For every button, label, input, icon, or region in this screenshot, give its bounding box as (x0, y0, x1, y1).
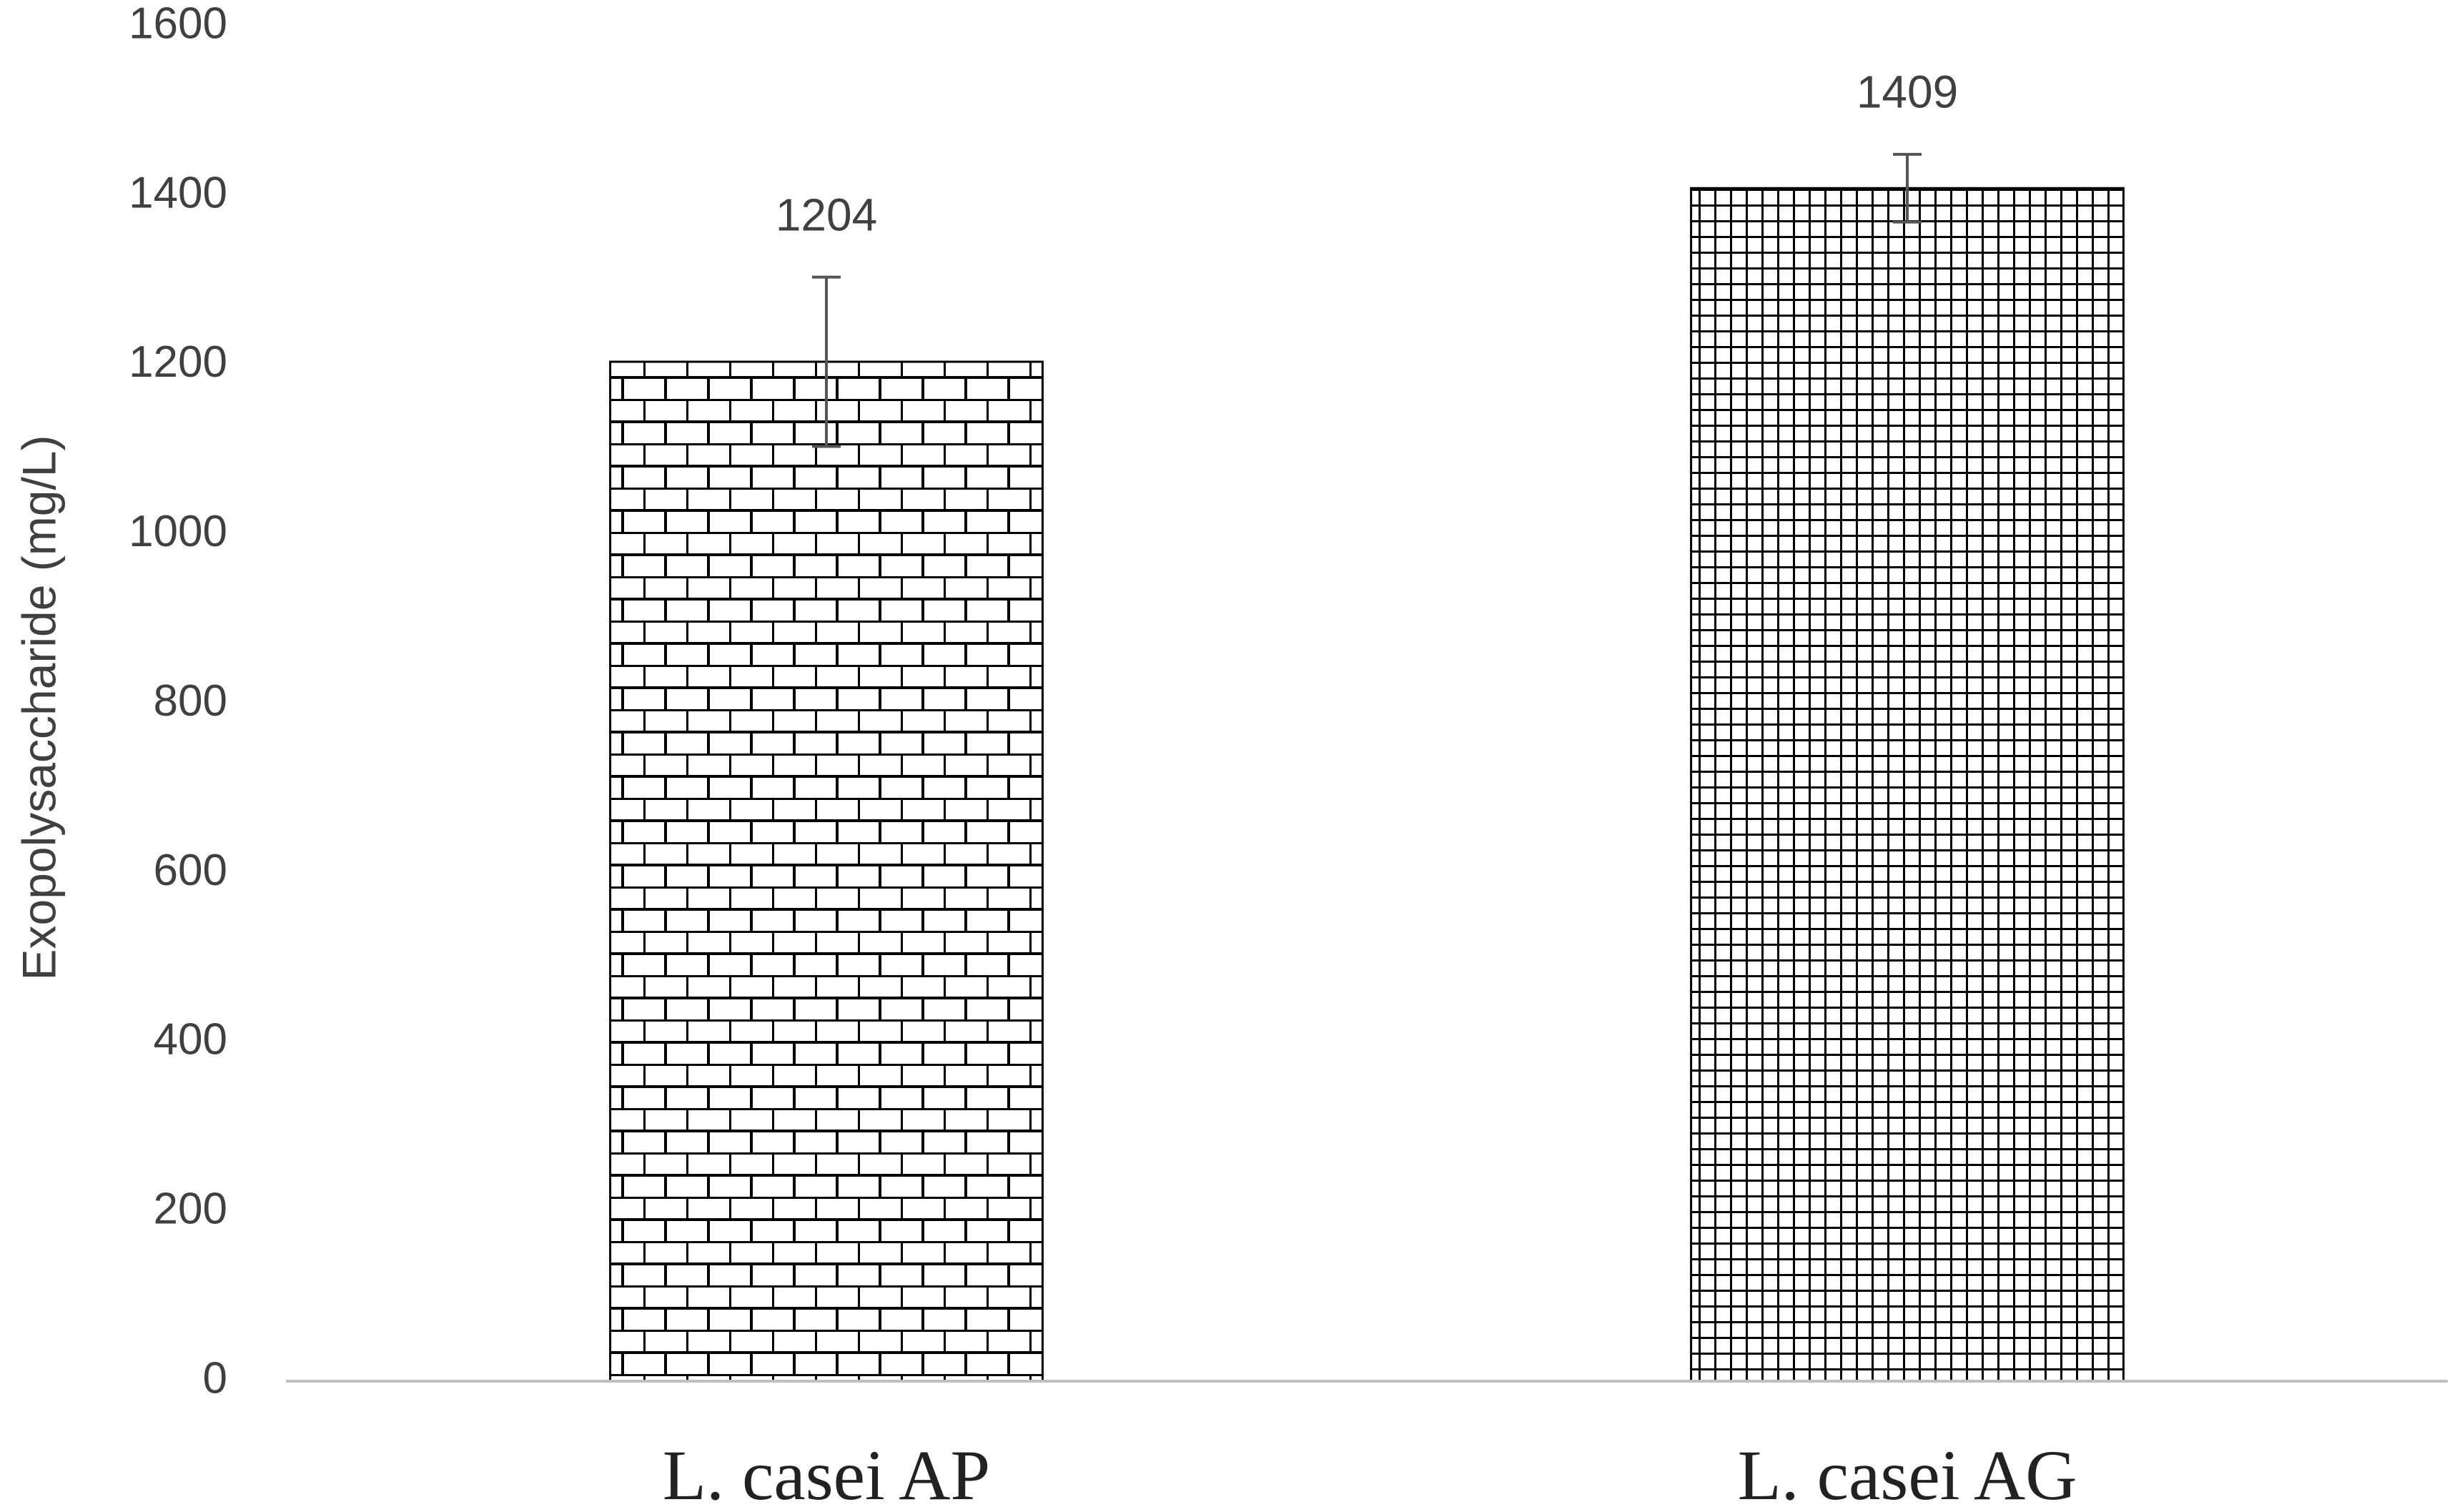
y-tick-label: 0 (203, 1353, 227, 1403)
bar (1690, 187, 2125, 1383)
y-tick-label: 1000 (129, 507, 227, 556)
y-tick-label: 400 (154, 1015, 227, 1064)
x-tick-label: L. casei AG (1738, 1436, 2077, 1512)
y-tick-label: 1200 (129, 337, 227, 387)
y-tick-label: 200 (154, 1185, 227, 1234)
y-tick-label: 1400 (129, 168, 227, 217)
y-axis-title: Exopolysaccharide (mg/L) (12, 435, 65, 981)
y-tick-label: 1600 (129, 0, 227, 48)
y-tick-label: 600 (154, 846, 227, 895)
bar (609, 360, 1044, 1383)
value-label: 1409 (1857, 66, 1958, 118)
value-label: 1204 (776, 189, 877, 240)
y-tick-label: 800 (154, 676, 227, 726)
x-tick-label: L. casei AP (663, 1436, 990, 1512)
